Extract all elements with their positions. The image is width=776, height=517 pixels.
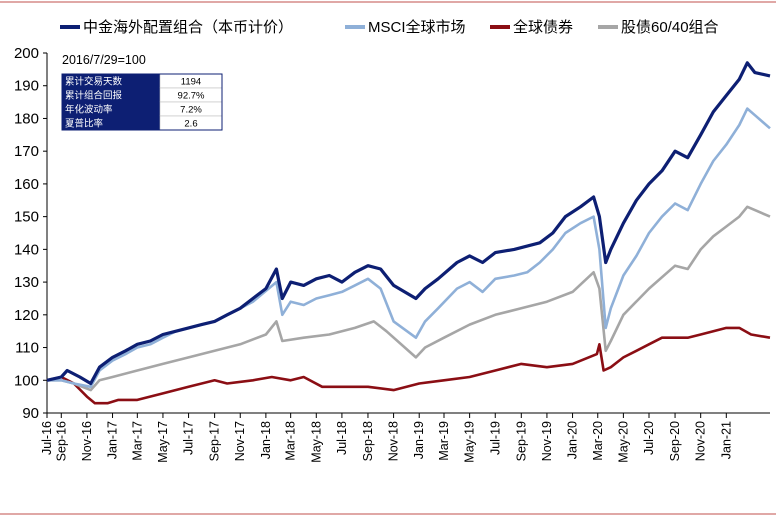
- series-group: [46, 61, 771, 405]
- stats-label: 夏普比率: [65, 118, 104, 130]
- stats-label-cell: [62, 116, 160, 130]
- legend-entry: MSCI全球市场: [368, 18, 466, 36]
- y-tick-label: 200: [14, 45, 39, 62]
- x-tick-label: Jan-17: [106, 421, 120, 459]
- x-tick-label: Jul-17: [182, 421, 196, 455]
- legend-entry: 全球债券: [513, 18, 573, 36]
- x-tick-label: Jul-20: [642, 421, 656, 455]
- x-tick-label: Sep-20: [668, 421, 682, 461]
- y-axis: 90 100 110 120 130 140 150 160 170 180 190 200: [14, 45, 48, 422]
- series-line-2: [46, 326, 771, 405]
- stats-label-cell: [62, 74, 160, 88]
- legend-entry: 中金海外配置组合（本币计价）: [83, 19, 293, 36]
- x-tick-label: Nov-18: [387, 421, 401, 461]
- x-tick-label: Nov-17: [233, 421, 247, 461]
- x-tick-label: Mar-18: [284, 421, 298, 461]
- x-tick-label: Jan-21: [719, 421, 733, 459]
- x-tick-label: Jan-20: [566, 421, 580, 459]
- base-note: 2016/7/29=100: [62, 53, 146, 67]
- y-tick-label: 140: [14, 241, 39, 258]
- x-tick-label: Sep-19: [514, 421, 528, 461]
- x-tick-label: Jan-18: [259, 421, 273, 459]
- x-tick-label: Mar-20: [591, 421, 605, 461]
- x-tick-label: Sep-17: [208, 421, 222, 461]
- y-tick-label: 190: [14, 78, 39, 95]
- x-tick-label: Nov-16: [80, 421, 94, 461]
- stats-value: 2.6: [184, 119, 197, 130]
- x-tick-label: Nov-19: [540, 421, 554, 461]
- y-tick-label: 130: [14, 274, 39, 291]
- y-tick-label: 150: [14, 209, 39, 226]
- x-tick-label: Sep-16: [54, 421, 68, 461]
- y-tick-label: 180: [14, 110, 39, 127]
- y-tick-label: 100: [14, 372, 39, 389]
- series-line-1: [47, 107, 771, 389]
- y-tick-label: 90: [22, 405, 39, 422]
- stats-value: 1194: [181, 77, 201, 88]
- x-tick-label: Mar-19: [437, 421, 451, 461]
- stats-label: 年化波动率: [65, 104, 113, 116]
- x-tick-label: Nov-20: [694, 421, 708, 461]
- y-tick-label: 170: [14, 143, 39, 160]
- legend-entry: 股债60/40组合: [621, 19, 719, 36]
- stats-value: 92.7%: [178, 91, 205, 102]
- x-tick-label: Jul-16: [40, 421, 54, 455]
- x-tick-label: Jul-18: [335, 421, 349, 455]
- series-line-0: [46, 61, 771, 386]
- x-tick-label: May-18: [309, 421, 323, 463]
- y-tick-label: 120: [14, 307, 39, 324]
- x-tick-label: Sep-18: [361, 421, 375, 461]
- stats-label: 累计交易天数: [65, 76, 123, 88]
- y-tick-label: 160: [14, 176, 39, 193]
- x-axis: Jul-16 Sep-16 Nov-16 Jan-17 Mar-17 May-17 Jul-…: [40, 412, 770, 463]
- x-tick-label: Mar-17: [130, 421, 144, 461]
- x-tick-label: Jan-19: [412, 421, 426, 459]
- stats-label: 累计组合回报: [65, 90, 123, 102]
- x-tick-label: May-19: [463, 421, 477, 463]
- x-tick-label: Jul-19: [488, 421, 502, 455]
- stats-label-cell: [62, 88, 160, 102]
- stats-value: 7.2%: [180, 105, 202, 116]
- y-tick-label: 110: [15, 340, 39, 357]
- stats-border: [61, 73, 223, 131]
- stats-table: 累计交易天数 1194 累计组合回报 92.7% 年化波动率 7.2% 夏普比率 2.6: [61, 73, 223, 131]
- stats-label-cell: [62, 102, 160, 116]
- x-tick-label: May-17: [156, 421, 170, 463]
- legend: 中金海外配置组合（本币计价） MSCI全球市场 全球债券 股债60/40组合: [60, 18, 719, 36]
- x-tick-label: May-20: [616, 421, 630, 463]
- series-line-3: [47, 205, 771, 392]
